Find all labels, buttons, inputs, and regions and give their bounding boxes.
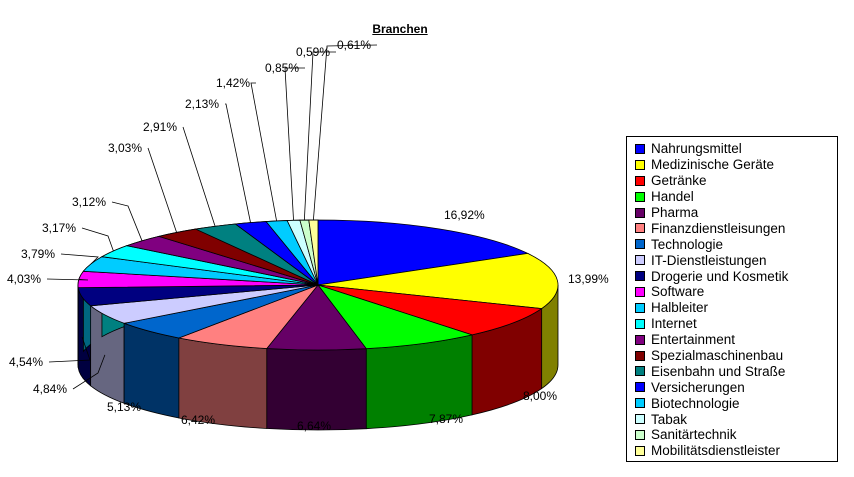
legend-label: Halbleiter [651,300,708,315]
legend-label: Versicherungen [651,380,745,395]
leader-line-20 [313,45,377,220]
legend-swatch [635,446,645,456]
legend-label: Spezialmaschinenbau [651,348,783,363]
legend-item: Halbleiter [635,300,837,316]
legend-swatch [635,160,645,170]
legend-swatch [635,287,645,297]
legend-label: IT-Dienstleistungen [651,253,767,268]
legend-swatch [635,255,645,265]
legend-swatch [635,192,645,202]
legend-item: Drogerie und Kosmetik [635,268,837,284]
legend-swatch [635,144,645,154]
data-label-8: 4,84% [33,382,67,396]
pie-slice-side-5 [267,349,366,430]
legend-swatch [635,398,645,408]
legend-item: Handel [635,189,837,205]
data-label-3: 8,00% [523,389,557,403]
legend-item: IT-Dienstleistungen [635,252,837,268]
leader-line-17 [251,83,277,221]
legend-swatch [635,239,645,249]
legend-label: Finanzdienstleisungen [651,221,785,236]
data-label-4: 7,87% [429,412,463,426]
legend-label: Eisenbahn und Straße [651,364,785,379]
data-label-11: 3,79% [21,247,55,261]
legend-label: Software [651,284,704,299]
legend-label: Internet [651,316,697,331]
data-label-9: 4,54% [9,355,43,369]
leader-line-14 [148,148,177,232]
leader-line-15 [183,127,215,226]
legend-swatch [635,382,645,392]
data-label-12: 3,17% [42,221,76,235]
legend-label: Biotechnologie [651,396,740,411]
legend-item: Eisenbahn und Straße [635,363,837,379]
legend-item: Internet [635,316,837,332]
legend-swatch [635,430,645,440]
legend-item: Software [635,284,837,300]
legend-swatch [635,366,645,376]
leader-line-12 [82,228,113,251]
leader-line-11 [61,254,98,264]
legend-item: Finanzdienstleisungen [635,220,837,236]
data-label-16: 2,13% [185,97,219,111]
legend-swatch [635,176,645,186]
legend-label: Pharma [651,205,698,220]
data-label-18: 0,85% [265,61,299,75]
legend-swatch [635,335,645,345]
legend-item: Sanitärtechnik [635,427,837,443]
legend-swatch [635,414,645,424]
legend-item: Versicherungen [635,379,837,395]
legend-label: Mobilitätsdienstleister [651,443,780,458]
legend-label: Entertainment [651,332,735,347]
leader-line-18 [285,68,305,220]
legend-swatch [635,319,645,329]
data-label-20: 0,61% [337,38,371,52]
legend-swatch [635,351,645,361]
legend-item: Biotechnologie [635,395,837,411]
leader-line-13 [112,202,142,241]
data-label-10: 4,03% [7,272,41,286]
legend-item: Pharma [635,205,837,221]
legend-item: Entertainment [635,332,837,348]
data-label-15: 2,91% [143,120,177,134]
data-label-7: 5,13% [107,400,141,414]
legend-swatch [635,303,645,313]
legend-swatch [635,271,645,281]
chart-title: Branchen [310,22,490,36]
legend-label: Nahrungsmittel [651,141,742,156]
data-label-14: 3,03% [108,141,142,155]
legend-item: Mobilitätsdienstleister [635,443,837,459]
data-label-17: 1,42% [216,76,250,90]
legend-label: Medizinische Geräte [651,157,774,172]
legend-item: Getränke [635,173,837,189]
legend-label: Handel [651,189,694,204]
data-label-1: 16,92% [444,208,485,222]
legend-item: Spezialmaschinenbau [635,348,837,364]
legend-item: Technologie [635,236,837,252]
legend-label: Getränke [651,173,707,188]
legend-item: Nahrungsmittel [635,141,837,157]
legend-label: Technologie [651,237,723,252]
data-label-5: 6,64% [297,419,331,433]
legend-label: Sanitärtechnik [651,427,737,442]
legend-label: Tabak [651,412,687,427]
legend-item: Medizinische Geräte [635,157,837,173]
leader-line-16 [225,104,251,223]
data-label-13: 3,12% [72,195,106,209]
legend-item: Tabak [635,411,837,427]
data-label-2: 13,99% [568,272,609,286]
data-label-6: 6,42% [181,413,215,427]
legend-label: Drogerie und Kosmetik [651,269,788,284]
legend-swatch [635,223,645,233]
data-label-19: 0,59% [296,45,330,59]
legend-swatch [635,208,645,218]
